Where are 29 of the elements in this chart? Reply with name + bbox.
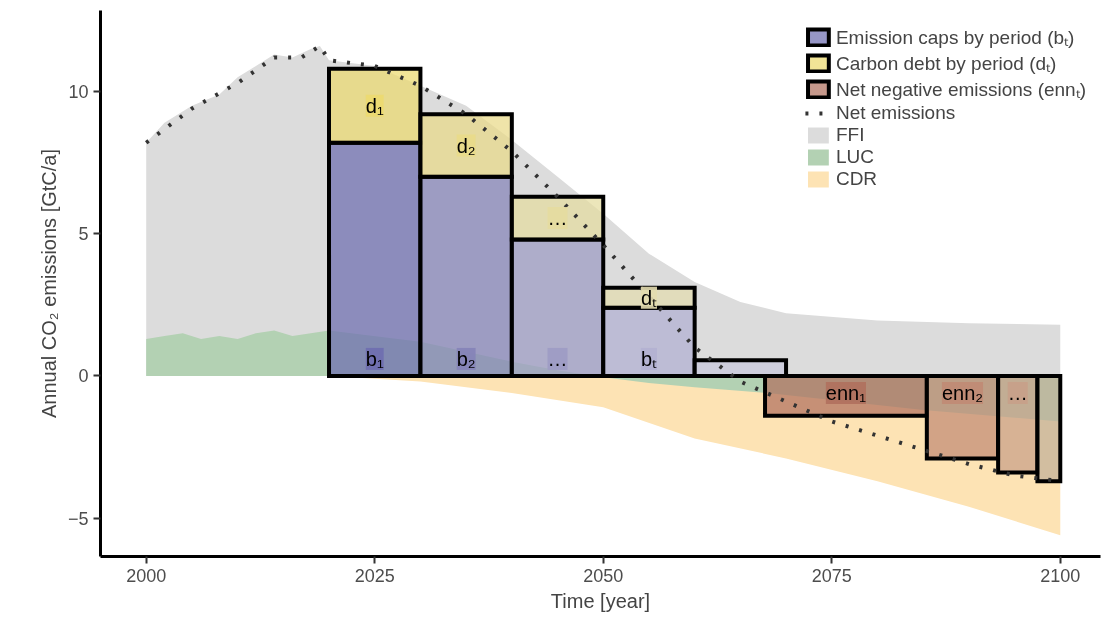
data-label: … (547, 347, 568, 370)
legend-label: LUC (835, 146, 874, 168)
x-tick-label: 2100 (1040, 565, 1081, 586)
y-axis-title: Annual CO₂ emissions [GtC/a] (37, 149, 60, 418)
x-tick-label: 2025 (354, 565, 395, 586)
data-label: b₂ (456, 347, 476, 370)
y-tick-label: 5 (78, 224, 89, 245)
legend-label: Net negative emissions (ennₜ) (835, 78, 1086, 102)
y-tick-label: 10 (68, 82, 89, 103)
x-tick-label: 2050 (583, 565, 624, 586)
data-label: d₁ (365, 94, 384, 117)
data-label: enn₁ (825, 381, 867, 404)
legend-label: FFI (835, 124, 865, 146)
data-label: … (1007, 381, 1028, 404)
data-label: dₜ (640, 286, 658, 309)
data-label: d₂ (456, 134, 476, 157)
legend-label: Net emissions (835, 102, 956, 124)
x-tick-label: 2075 (811, 565, 852, 586)
legend-label: CDR (835, 168, 878, 190)
legend-label: Emission caps by period (bₜ) (835, 26, 1075, 50)
x-tick-label: 2000 (126, 565, 167, 586)
data-label: b₁ (365, 347, 384, 370)
x-axis-title: Time [year] (550, 589, 651, 612)
data-label: … (547, 207, 568, 230)
legend-label: Carbon debt by period (dₜ) (835, 52, 1057, 76)
data-label: enn₂ (941, 381, 984, 404)
y-tick-label: −5 (67, 508, 89, 529)
y-tick-label: 0 (78, 366, 89, 387)
data-label: bₜ (640, 347, 658, 370)
